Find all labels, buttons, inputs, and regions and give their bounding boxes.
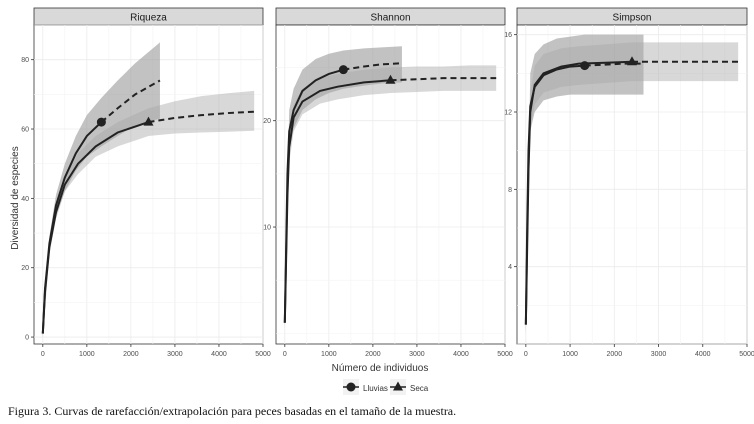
x-tick-label: 0 [524,351,528,358]
x-tick-label: 3000 [409,351,425,358]
y-tick-label: 20 [263,118,271,125]
point-lluvias [580,61,590,71]
x-tick-label: 0 [41,351,45,358]
legend-circle-marker [346,382,356,392]
axes-simpson: 0 1000 2000 3000 4000 5000 4 8 12 16 [504,32,754,358]
y-tick-label: 12 [504,110,512,117]
line-interpolated-seca [524,60,633,325]
axes-shannon: 0 1000 2000 3000 4000 5000 10 20 [263,118,513,358]
figure-caption: Figura 3. Curvas de rarefacción/extrapol… [8,404,457,418]
legend-triangle-marker [393,381,403,391]
line-interpolated-seca [41,121,149,334]
x-tick-label: 4000 [695,351,711,358]
axes-riqueza: 0 1000 2000 3000 4000 5000 0 20 40 60 80 [21,57,271,358]
line-extrapolated-lluvias [100,79,161,123]
point-lluvias [96,117,106,127]
legend-label-seca: Seca [410,384,429,393]
y-tick-label: 80 [21,57,29,64]
point-seca [627,56,637,66]
ribbon-seca [42,90,255,338]
x-tick-label: 1000 [562,351,578,358]
x-tick-label: 5000 [497,351,513,358]
y-tick-label: 60 [21,127,29,134]
legend-item-lluvias: Lluvias [343,379,388,395]
point-lluvias [338,65,348,75]
x-axis-label: Número de individuos [332,363,429,374]
y-tick-label: 8 [508,187,512,194]
line-extrapolated-lluvias [584,62,644,67]
legend-item-seca: Seca [390,379,429,395]
y-tick-label: 10 [263,225,271,232]
x-tick-label: 1000 [79,351,95,358]
x-tick-label: 2000 [365,351,381,358]
facet-title-simpson: Simpson [613,13,652,24]
ribbon-seca [284,65,497,329]
y-tick-label: 4 [508,264,512,271]
x-tick-label: 3000 [651,351,667,358]
x-tick-label: 5000 [255,351,271,358]
x-tick-label: 2000 [607,351,623,358]
x-tick-label: 4000 [211,351,227,358]
line-extrapolated-lluvias [343,62,403,71]
panel-riqueza: Riqueza 0 1000 2000 3000 4000 5000 0 20 40 60 80 [21,7,271,358]
panel-shannon: Shannon 0 1000 2000 3000 4000 5000 10 20 [263,7,513,358]
y-tick-label: 40 [21,196,29,203]
point-seca [143,116,154,126]
x-tick-label: 5000 [739,351,754,358]
legend: Lluvias Seca [343,379,429,395]
ribbon-lluvias [284,46,402,329]
x-tick-label: 2000 [123,351,139,358]
x-tick-label: 4000 [453,351,469,358]
line-interpolated-seca [283,79,391,323]
x-tick-label: 1000 [321,351,337,358]
line-extrapolated-seca [148,110,255,124]
y-tick-label: 20 [21,265,29,272]
panel-simpson: Simpson 0 1000 2000 3000 4000 5000 4 8 12 16 [504,7,754,358]
x-tick-label: 3000 [167,351,183,358]
y-tick-label: 0 [25,335,29,342]
line-extrapolated-seca [390,77,497,82]
point-seca [385,74,396,84]
ribbon-lluvias [42,42,160,338]
y-axis-label: Diversidad de especies [10,146,21,249]
y-tick-label: 16 [504,32,512,39]
facet-title-riqueza: Riqueza [130,13,167,24]
x-tick-label: 0 [283,351,287,358]
legend-label-lluvias: Lluvias [363,384,388,393]
facet-title-shannon: Shannon [370,13,410,24]
